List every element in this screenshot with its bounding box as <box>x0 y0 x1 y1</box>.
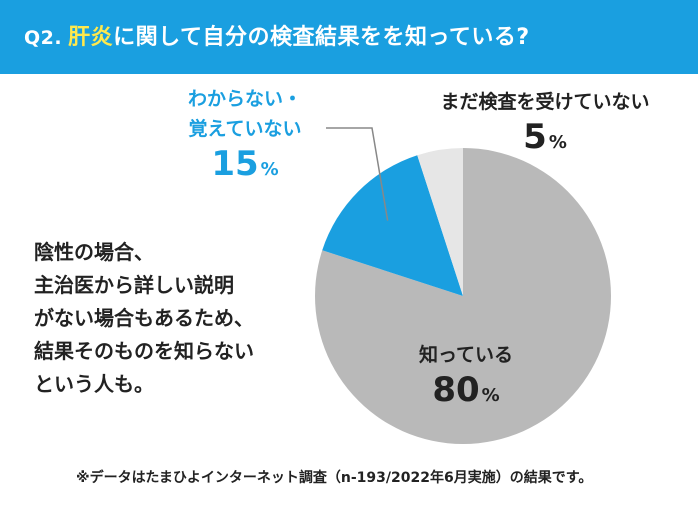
question-title: Q2. 肝炎に関して自分の検査結果をを知っている? <box>24 18 530 58</box>
annotation-note: 陰性の場合、 主治医から詳しい説明 がない場合もあるため、 結果そのものを知らな… <box>34 240 254 396</box>
header-bar <box>0 0 698 74</box>
slice-value-number-unknown: 15 <box>211 144 259 184</box>
slice-name-know: 知っている <box>418 344 514 366</box>
question-text: に関して自分の検査結果をを知っている? <box>113 25 530 50</box>
question-keyword: 肝炎 <box>68 25 114 50</box>
slice-name-unknown: わからない・ 覚えていない <box>187 88 302 140</box>
slice-not-tested <box>417 148 463 296</box>
slice-value-know: 80% <box>396 370 536 416</box>
slice-value-unit-not-tested: % <box>548 132 567 153</box>
slice-label-not-tested: まだ検査を受けていない 5% <box>410 87 680 163</box>
slice-value-unit-know: % <box>481 385 500 406</box>
footnote: ※データはたまひよインターネット調査（n-193/2022年6月実施）の結果です… <box>76 470 593 486</box>
slice-unknown <box>322 155 463 296</box>
slice-name-not-tested: まだ検査を受けていない <box>440 91 650 113</box>
slice-value-number-not-tested: 5 <box>523 117 547 157</box>
slice-value-unknown: 15% <box>165 144 325 190</box>
question-number: Q2. <box>24 27 63 49</box>
slice-label-unknown: わからない・ 覚えていない 15% <box>165 84 325 190</box>
slice-label-know: 知っている 80% <box>396 340 536 416</box>
slice-value-not-tested: 5% <box>410 117 680 163</box>
slice-value-unit-unknown: % <box>260 159 279 180</box>
leader-line-unknown <box>326 127 389 221</box>
slice-know <box>315 148 612 444</box>
slice-value-number-know: 80 <box>432 370 480 410</box>
